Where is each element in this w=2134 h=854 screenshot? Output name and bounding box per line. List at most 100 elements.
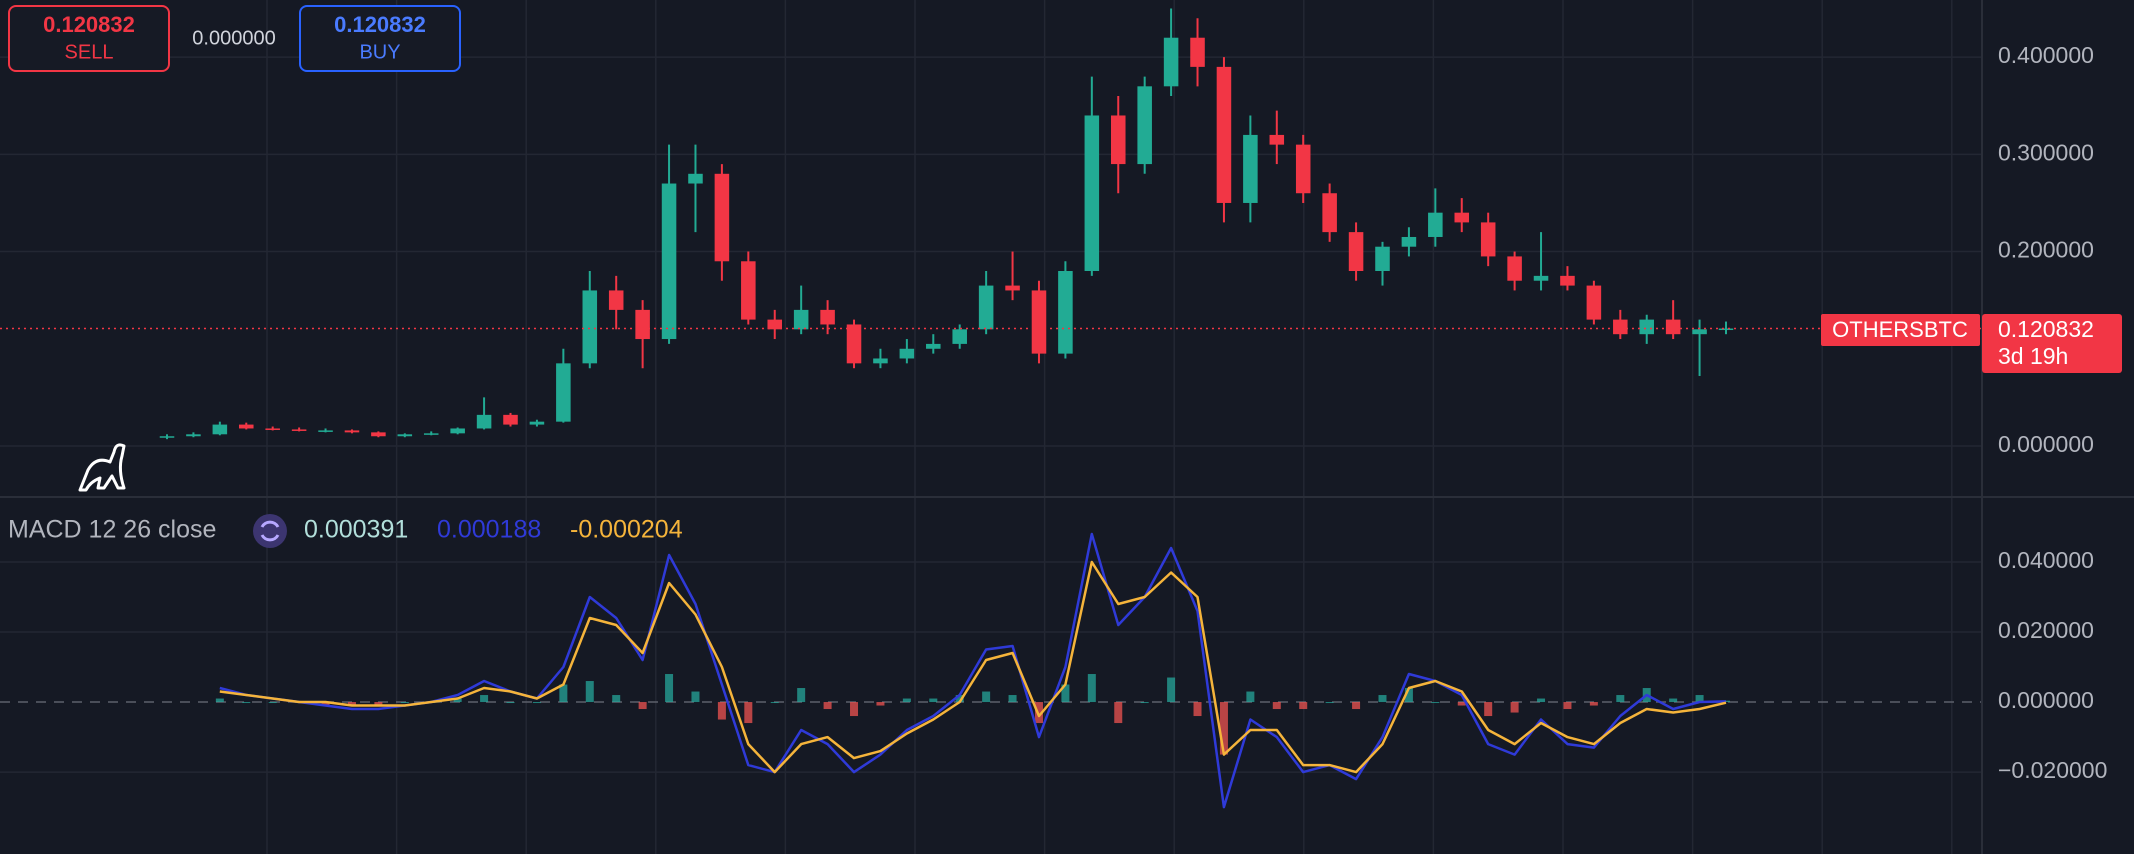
buy-box[interactable] [299,5,461,72]
candle-body [1718,328,1734,331]
histogram-bar [1193,702,1202,717]
histogram-bar [876,702,885,706]
histogram-bar [1219,702,1228,755]
histogram-bar [585,681,594,703]
price-box [1982,314,2122,373]
candle-body [503,414,518,425]
histogram-bar [1087,674,1096,703]
candle-body [793,309,809,330]
candle-body [318,430,333,432]
candle-body [265,428,280,430]
settings-icon[interactable] [253,514,287,548]
y-tick-label: 0.000000 [1998,687,2094,713]
candle-body [846,324,862,364]
macd-line [219,532,1727,809]
candle-body [1428,212,1443,237]
histogram-bar [1457,702,1466,706]
candle-body [1110,115,1126,165]
histogram-bar [532,702,541,704]
candle-body [1005,285,1020,291]
histogram-bar [1722,700,1730,703]
symbol-box [1821,314,1980,346]
y-tick-label: −0.020000 [1998,757,2107,783]
settings-arrows [260,520,280,542]
histogram-bar [1325,702,1334,704]
histogram-bar [215,698,224,703]
histogram-bar [665,674,674,703]
candle-body [661,183,677,340]
candle-body [1692,329,1707,335]
histogram-bar [1510,702,1519,713]
y-tick-label: 0.040000 [1998,547,2094,573]
candle-body [159,436,175,438]
histogram-bar [1563,702,1572,710]
candle-body [476,414,492,429]
candle-body [1639,319,1654,335]
sell-box[interactable] [8,5,170,72]
candle-body [1375,246,1390,272]
candle-body [608,290,624,310]
histogram-bar [1404,688,1413,703]
histogram-bar [1246,691,1255,703]
candle-body [582,290,598,364]
sell-price: 0.120832 [43,12,135,37]
sell-label: SELL [65,41,114,63]
candle-body [450,428,465,434]
histogram-bar [612,695,621,703]
candle-body [397,434,413,437]
marks [0,8,1982,809]
candle-body [978,285,994,330]
histogram-bar [982,691,991,703]
histogram-bar [1061,684,1070,703]
last-price-label: OTHERSBTC 0.120832 3d 19h [1821,314,2122,373]
histogram-value: 0.000391 [304,516,408,544]
candle-body [1401,236,1417,247]
y-tick-label: 0.200000 [1998,237,2094,263]
candle-body [1533,275,1549,281]
histogram-bar [321,702,330,706]
candle-body [741,261,756,320]
candle-body [899,348,915,359]
candle-body [873,358,888,364]
candle-body [556,363,571,422]
signal-value: -0.000204 [570,516,683,544]
candle-body [1269,134,1285,145]
y-tick-label: 0.300000 [1998,139,2094,165]
histogram-bar [1008,695,1017,703]
histogram-bar [797,688,806,703]
signal-line [219,560,1727,774]
histogram-bar [1167,677,1176,703]
candle-body [1190,37,1205,67]
spread: 0.000000 [192,27,275,49]
histogram-bar [1114,702,1123,724]
buy-button[interactable]: 0.120832 BUY [299,5,461,72]
histogram-bar [453,698,462,703]
sell-button[interactable]: 0.120832 SELL [8,5,170,72]
settings-circle[interactable] [253,514,287,548]
histogram-bar [1378,695,1387,703]
histogram-bar [770,702,779,704]
candle-body [291,429,307,431]
candle-body [1137,86,1152,165]
candle-body [714,173,730,262]
candle-body [239,424,254,429]
candle-body [1507,256,1522,281]
candle-body [1586,285,1602,320]
histogram-bar [1537,698,1546,703]
logo[interactable] [78,443,126,492]
last-price: 0.120832 [1998,316,2094,342]
candle-body [1348,232,1364,272]
histogram-bar [955,695,964,703]
candle-body [1084,115,1100,272]
candle-body [1216,66,1232,203]
y-tick-label: 0.000000 [1998,431,2094,457]
candle-body [767,319,783,330]
histogram-bar [902,698,911,703]
histogram-bar [1034,702,1043,724]
histogram-bar [1695,695,1704,703]
candle-body [371,432,386,437]
histogram-bar [691,691,700,703]
histogram-bar [506,702,515,704]
